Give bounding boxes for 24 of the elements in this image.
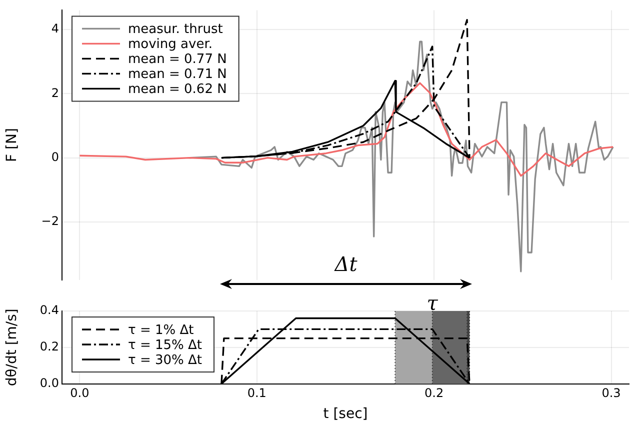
y-axis-title: dθ/dt [m/s]: [4, 308, 20, 386]
y-tick-label: 0.4: [40, 303, 59, 318]
legend-label: τ = 1% Δt: [128, 322, 194, 338]
legend-label: mean = 0.62 N: [128, 82, 227, 98]
x-tick-label: 0.0: [70, 386, 90, 400]
y-tick-label: 0.0: [40, 376, 59, 390]
legend-label: measur. thrust: [128, 22, 223, 38]
x-axis-title: t [sec]: [323, 406, 368, 422]
legend-label: τ = 30% Δt: [128, 352, 202, 368]
band-label: τ: [426, 291, 439, 316]
y-axis-title: F [N]: [4, 128, 20, 162]
y-tick-label: 0.2: [40, 340, 59, 354]
legend-label: τ = 15% Δt: [128, 338, 202, 353]
x-tick-label: 0.3: [602, 386, 621, 400]
y-tick-label: −2: [41, 214, 59, 228]
y-tick-label: 2: [51, 86, 59, 100]
y-tick-label: 0: [51, 150, 59, 164]
x-tick-label: 0.1: [247, 386, 266, 400]
legend-label: mean = 0.77 N: [128, 52, 227, 68]
annotation: Δt: [334, 252, 358, 276]
legend-label: mean = 0.71 N: [128, 67, 227, 82]
y-tick-label: 4: [51, 22, 59, 36]
x-tick-label: 0.2: [424, 386, 444, 400]
legend-label: moving aver.: [128, 37, 212, 52]
